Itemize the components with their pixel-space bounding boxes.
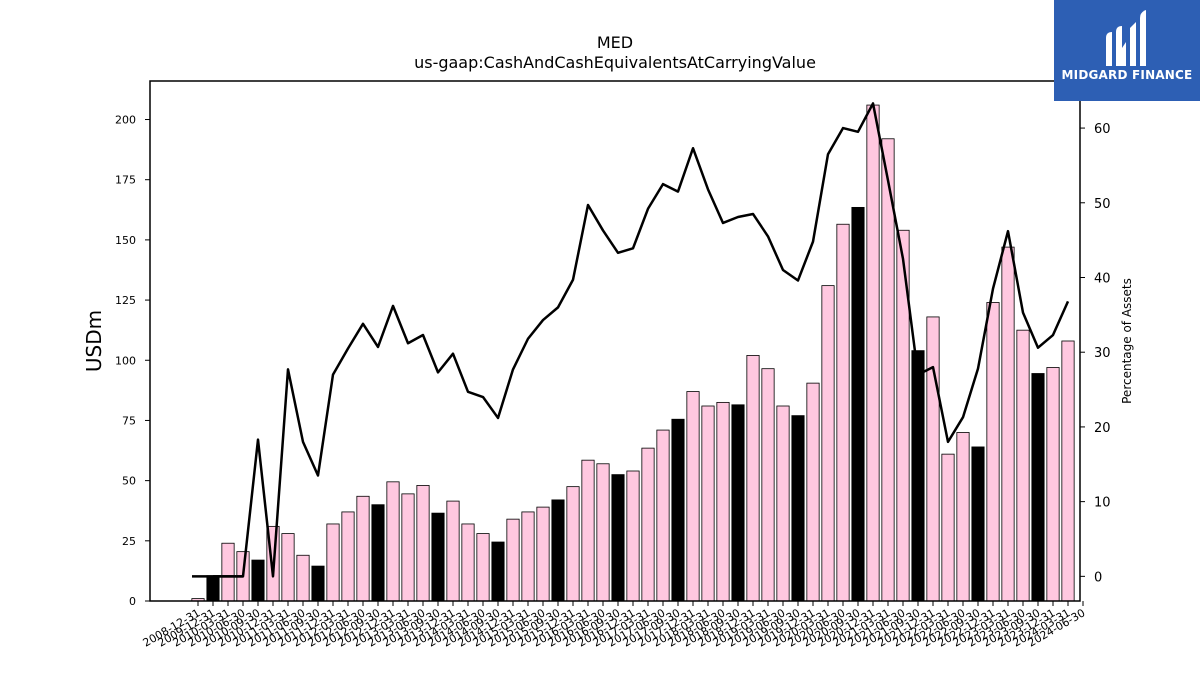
y-tick-label: 0 bbox=[129, 595, 136, 608]
bar-2020-06-30 bbox=[836, 223, 850, 602]
bar-2022-06-30 bbox=[956, 432, 970, 602]
bar-2009-12-31 bbox=[206, 575, 220, 602]
bar-2016-12-31 bbox=[626, 470, 640, 602]
bar-2015-09-30 bbox=[551, 499, 565, 602]
brand-name: MIDGARD FINANCE bbox=[1061, 68, 1193, 82]
bar-2017-03-31 bbox=[641, 447, 655, 602]
bar-2011-09-30 bbox=[311, 565, 325, 602]
bar-2016-03-31 bbox=[581, 459, 595, 602]
y2-axis-label: Percentage of Assets bbox=[1120, 278, 1134, 404]
bar-2013-09-30 bbox=[431, 512, 445, 602]
y-tick-label: 75 bbox=[122, 414, 136, 427]
bar-2016-09-30 bbox=[611, 474, 625, 602]
y-tick-label: 125 bbox=[115, 294, 136, 307]
bar-2012-03-31 bbox=[341, 511, 355, 602]
bar-2022-12-31 bbox=[986, 302, 1000, 602]
bar-2011-12-31 bbox=[326, 523, 340, 602]
bar-2019-03-31 bbox=[761, 368, 775, 602]
midgard-logo-icon bbox=[1106, 10, 1146, 66]
bar-2021-12-31 bbox=[926, 316, 940, 602]
chart-subtitle: us-gaap:CashAndCashEquivalentsAtCarrying… bbox=[414, 53, 816, 72]
bar-2013-12-31 bbox=[446, 500, 460, 602]
bar-2020-09-30 bbox=[851, 206, 865, 602]
y-axis-label: USDm bbox=[82, 310, 106, 372]
bar-2016-06-30 bbox=[596, 463, 610, 602]
bar-2022-03-31 bbox=[941, 453, 955, 602]
bar-2018-09-30 bbox=[731, 404, 745, 602]
y-tick-label: 100 bbox=[115, 354, 136, 367]
bar-2023-09-30 bbox=[1031, 373, 1045, 602]
bar-2018-06-30 bbox=[716, 401, 730, 602]
bar-2010-09-30 bbox=[251, 559, 265, 602]
y-tick-label: 150 bbox=[115, 234, 136, 247]
bar-2014-03-31 bbox=[461, 523, 475, 602]
bar-2018-03-31 bbox=[701, 405, 715, 602]
axes-group: 025507510012515017520001020304050602008-… bbox=[115, 80, 1111, 650]
bar-2014-06-30 bbox=[476, 533, 490, 602]
bar-2022-09-30 bbox=[971, 446, 985, 602]
bar-2023-12-31 bbox=[1046, 367, 1060, 602]
bar-2014-09-30 bbox=[491, 541, 505, 602]
y2-tick-label: 50 bbox=[1094, 197, 1111, 212]
bar-2012-12-31 bbox=[386, 481, 400, 602]
bar-2012-09-30 bbox=[371, 504, 385, 602]
bar-2017-06-30 bbox=[656, 429, 670, 602]
bar-2023-06-30 bbox=[1016, 329, 1030, 602]
bars-group bbox=[191, 104, 1075, 602]
bar-2012-06-30 bbox=[356, 495, 370, 602]
y2-tick-label: 20 bbox=[1094, 421, 1111, 436]
bar-2019-06-30 bbox=[776, 405, 790, 602]
y2-tick-label: 0 bbox=[1094, 570, 1102, 585]
bar-2013-03-31 bbox=[401, 493, 415, 602]
bar-2013-06-30 bbox=[416, 485, 430, 602]
bar-2011-06-30 bbox=[296, 554, 310, 602]
bar-2019-12-31 bbox=[806, 382, 820, 602]
bar-2024-03-31 bbox=[1061, 340, 1075, 602]
chart-title: MED bbox=[597, 33, 633, 52]
bar-2015-12-31 bbox=[566, 486, 580, 602]
bar-2021-09-30 bbox=[911, 350, 925, 602]
y-tick-label: 50 bbox=[122, 475, 136, 488]
y2-tick-label: 40 bbox=[1094, 271, 1111, 286]
y-tick-label: 175 bbox=[115, 174, 136, 187]
percentage-line bbox=[213, 102, 1070, 578]
line-group bbox=[192, 102, 1070, 578]
y-tick-label: 25 bbox=[122, 535, 136, 548]
bar-2020-03-31 bbox=[821, 285, 835, 602]
bar-2017-09-30 bbox=[671, 418, 685, 602]
bar-2020-12-31 bbox=[866, 104, 880, 602]
bar-2010-03-31 bbox=[221, 542, 235, 602]
y2-tick-label: 60 bbox=[1094, 122, 1111, 137]
brand-logo: MIDGARD FINANCE bbox=[1054, 0, 1200, 101]
bar-2015-06-30 bbox=[536, 506, 550, 602]
bar-2015-03-31 bbox=[521, 511, 535, 602]
bar-2011-03-31 bbox=[281, 533, 295, 602]
plot-frame bbox=[149, 80, 1081, 602]
bar-2014-12-31 bbox=[506, 518, 520, 602]
y-tick-label: 200 bbox=[115, 114, 136, 127]
y2-tick-label: 30 bbox=[1094, 346, 1111, 361]
bar-2023-03-31 bbox=[1001, 246, 1015, 602]
bar-2017-12-31 bbox=[686, 391, 700, 602]
bar-2019-09-30 bbox=[791, 415, 805, 602]
bar-2018-12-31 bbox=[746, 355, 760, 602]
y2-tick-label: 10 bbox=[1094, 496, 1111, 511]
